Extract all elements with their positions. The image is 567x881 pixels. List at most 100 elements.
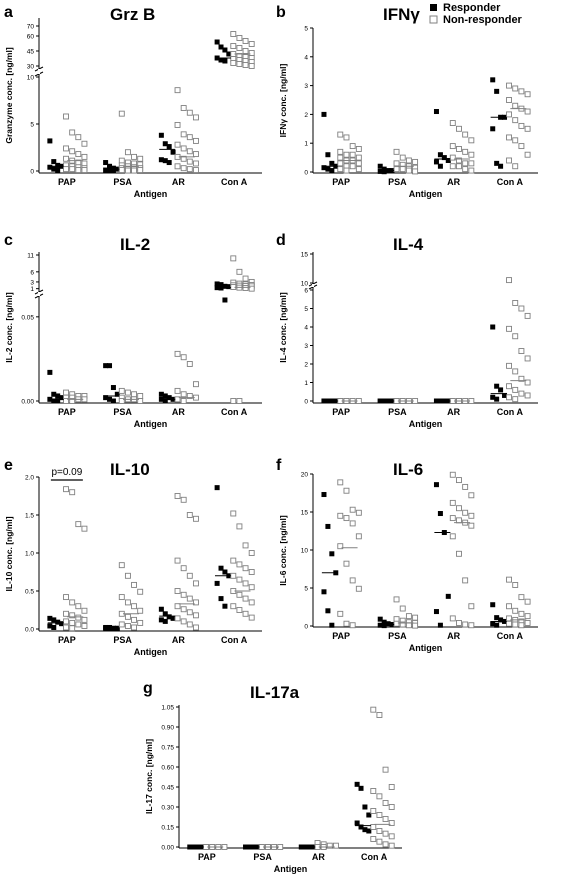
non-responder-point: [118, 167, 125, 174]
responder-point: [162, 393, 168, 399]
non-responder-point: [180, 398, 187, 404]
non-responder-point: [506, 620, 512, 627]
non-responder-point: [248, 569, 255, 575]
panel-letter: e: [4, 457, 13, 474]
non-responder-point: [449, 515, 456, 522]
y-tick-label: 15: [301, 252, 309, 259]
panel-d: d IL-4 0 1 2 3 4 5 610 15 IL-4 conc. [ng/ml] PAP PSA…: [276, 232, 538, 429]
x-tick-label: PAP: [198, 852, 216, 862]
responder-point: [433, 159, 439, 165]
legend-non-responder-marker: [429, 15, 438, 24]
non-responder-point: [337, 148, 344, 155]
non-responder-point: [462, 509, 469, 516]
non-responder-point: [174, 557, 181, 564]
y-tick-label: 2.0: [25, 475, 34, 482]
non-responder-point: [186, 109, 193, 116]
responder-point: [222, 569, 228, 575]
non-responder-point: [343, 620, 350, 627]
non-responder-point: [174, 603, 181, 610]
non-responder-point: [180, 618, 187, 625]
y-tick-label: 2: [304, 112, 308, 119]
panel-title: IL-17a: [250, 683, 300, 702]
legend-responder-label: Responder: [443, 2, 501, 14]
x-axis-label: Antigen: [274, 864, 308, 874]
non-responder-point: [393, 148, 400, 155]
responder-point: [51, 398, 57, 404]
responder-point: [377, 622, 383, 628]
responder-point: [321, 589, 327, 595]
responder-point: [166, 160, 172, 166]
y-tick-label: 70: [27, 24, 35, 31]
responder-point: [218, 565, 224, 571]
non-responder-point: [399, 166, 406, 173]
responder-point: [55, 398, 61, 404]
y-tick-label: 15: [301, 510, 309, 517]
non-responder-point: [518, 622, 525, 629]
y-tick-label: 0.5: [25, 589, 34, 596]
non-responder-point: [63, 166, 69, 173]
non-responder-point: [337, 543, 344, 550]
panel-b: b IFNγ 0 1 2 3 4 5 IFNγ conc. [ng/ml] PAP PSA AR Con…: [276, 4, 538, 199]
responder-point: [110, 168, 116, 174]
x-axis-label: Antigen: [409, 419, 443, 429]
non-responder-point: [192, 599, 199, 606]
non-responder-point: [81, 153, 88, 160]
non-responder-point: [337, 131, 344, 138]
non-responder-point: [468, 603, 475, 610]
non-responder-point: [518, 375, 525, 382]
non-responder-point: [518, 305, 525, 312]
responder-point: [218, 57, 224, 63]
non-responder-point: [349, 577, 356, 584]
responder-point: [170, 615, 176, 621]
panel-a: a Grz B 0 5 10 30 45 60 70 Granzyme conc. [ng/ml]…: [4, 4, 262, 199]
y-tick-label: 0: [304, 399, 308, 406]
non-responder-point: [343, 151, 350, 158]
non-responder-point: [349, 163, 356, 170]
responder-point: [494, 622, 500, 628]
non-responder-point: [242, 62, 249, 68]
panel-c: c IL-2 0.00 0.05 13 6 11 IL-2 conc. [ng/ml] PAP P…: [4, 232, 262, 429]
non-responder-point: [524, 91, 531, 98]
responder-point: [433, 109, 439, 115]
non-responder-point: [131, 616, 138, 623]
non-responder-point: [131, 624, 138, 631]
non-responder-point: [376, 838, 383, 845]
x-tick-label: PAP: [58, 407, 76, 417]
responder-point: [51, 159, 57, 165]
non-responder-point: [512, 102, 519, 109]
non-responder-point: [131, 603, 138, 610]
non-responder-point: [393, 596, 400, 603]
x-tick-label: AR: [172, 177, 185, 187]
y-tick-label: 0.15: [161, 825, 174, 832]
non-responder-point: [192, 114, 199, 121]
axis-break-gap: [38, 69, 40, 74]
non-responder-point: [449, 143, 456, 150]
non-responder-point: [186, 134, 193, 141]
responder-point: [494, 88, 500, 94]
non-responder-point: [186, 609, 193, 616]
non-responder-point: [124, 167, 131, 174]
non-responder-point: [462, 621, 469, 628]
responder-point: [158, 606, 164, 612]
non-responder-point: [393, 620, 400, 627]
non-responder-point: [512, 137, 519, 144]
x-tick-label: Con A: [221, 635, 248, 645]
non-responder-point: [174, 588, 181, 594]
non-responder-point: [518, 122, 525, 129]
non-responder-point: [81, 167, 88, 174]
x-axis-label: Antigen: [134, 189, 168, 199]
non-responder-point: [69, 619, 76, 626]
y-tick-label: 1.5: [25, 513, 34, 520]
y-tick-label: 6: [304, 288, 308, 295]
panel-title: Grz B: [110, 5, 155, 24]
non-responder-point: [512, 386, 519, 393]
non-responder-point: [248, 550, 255, 556]
non-responder-point: [468, 622, 475, 629]
responder-point: [490, 126, 496, 132]
y-tick-label: 0.0: [25, 627, 34, 634]
non-responder-point: [118, 594, 125, 601]
responder-point: [362, 804, 368, 810]
non-responder-point: [174, 350, 181, 357]
non-responder-point: [355, 585, 362, 592]
responder-point: [354, 781, 360, 787]
